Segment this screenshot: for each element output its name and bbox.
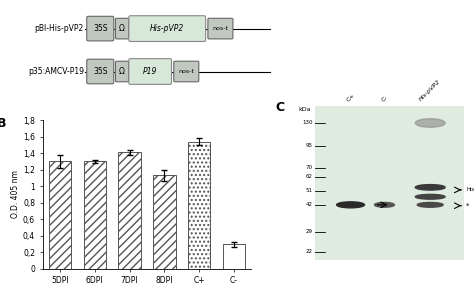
Text: 62: 62 [306,174,313,179]
FancyBboxPatch shape [129,16,206,41]
Bar [315,106,464,260]
Bar [188,142,210,269]
Text: 51: 51 [306,188,313,193]
FancyBboxPatch shape [87,59,114,84]
Ellipse shape [415,184,445,190]
FancyBboxPatch shape [174,61,199,82]
FancyBboxPatch shape [129,59,172,84]
Text: 130: 130 [302,120,313,126]
Bar [83,161,106,269]
Text: C+: C+ [346,92,356,102]
Text: His-pVP2: His-pVP2 [419,79,442,102]
Text: kDa: kDa [299,107,311,112]
Ellipse shape [415,194,445,199]
Text: B: B [0,117,6,130]
Ellipse shape [415,119,445,127]
Text: 42: 42 [306,202,313,207]
Text: 29: 29 [306,229,313,234]
Text: nos-t: nos-t [212,26,228,31]
FancyBboxPatch shape [87,16,114,41]
FancyBboxPatch shape [208,18,233,39]
Text: 95: 95 [306,143,313,148]
Text: nos-t: nos-t [178,69,194,74]
Y-axis label: O.D. 405 nm: O.D. 405 nm [11,170,20,219]
Text: His-pVP2: His-pVP2 [466,187,474,192]
Text: C-: C- [380,94,389,102]
Text: C: C [275,101,284,114]
Bar [49,161,71,269]
Text: His-pVP2: His-pVP2 [150,24,184,33]
Text: 35S: 35S [93,24,108,33]
Text: Ω: Ω [119,67,125,76]
Text: *: * [466,203,469,209]
Bar [222,244,245,269]
Text: P19: P19 [143,67,157,76]
Bar [153,176,175,269]
FancyBboxPatch shape [116,61,128,82]
Text: 22: 22 [306,249,313,254]
Ellipse shape [417,202,443,207]
Text: 70: 70 [306,165,313,170]
Text: pBI-His-pVP2: pBI-His-pVP2 [35,24,84,33]
Text: Ω: Ω [119,24,125,33]
Ellipse shape [374,202,394,207]
Bar [118,152,141,269]
Text: 35S: 35S [93,67,108,76]
FancyBboxPatch shape [116,18,128,39]
Ellipse shape [337,202,365,208]
Text: p35:AMCV-P19: p35:AMCV-P19 [28,67,84,76]
